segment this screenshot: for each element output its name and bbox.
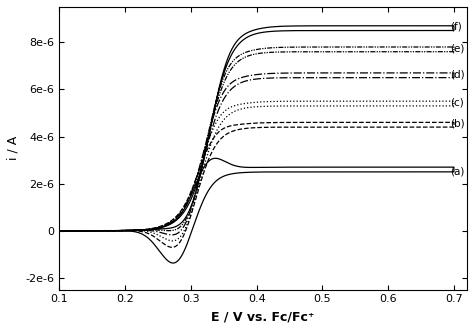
Text: (a): (a) xyxy=(451,167,465,177)
Text: (c): (c) xyxy=(451,97,465,107)
Text: (e): (e) xyxy=(451,43,465,53)
Text: (f): (f) xyxy=(451,22,462,32)
Y-axis label: i / A: i / A xyxy=(7,136,20,160)
Text: (b): (b) xyxy=(451,118,465,129)
Text: (d): (d) xyxy=(451,69,465,79)
X-axis label: E / V vs. Fc/Fc⁺: E / V vs. Fc/Fc⁺ xyxy=(211,310,315,323)
